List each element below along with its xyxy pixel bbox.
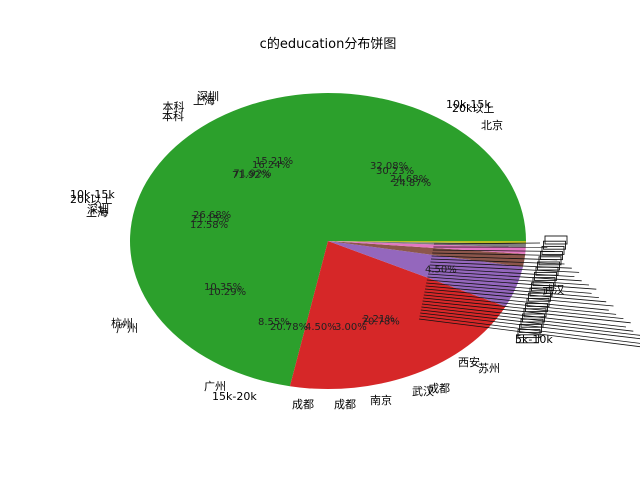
small-slice-label-fan <box>418 235 640 348</box>
overlap-label: 上海 <box>86 205 108 219</box>
overlap-percent: 3.00% <box>335 322 367 333</box>
overlap-label: 深圳 <box>197 90 219 103</box>
overlap-percent: 30.23% <box>376 166 414 177</box>
overlap-percent: 2.21% <box>363 314 395 325</box>
overlap-label: 20k以上 <box>70 193 112 206</box>
fan-line <box>423 294 617 315</box>
slice-percent: 71.92% <box>233 168 271 179</box>
overlap-label: 杭州 <box>111 316 133 330</box>
slice-percent: 20.78% <box>362 317 400 328</box>
pie-slice <box>328 241 526 244</box>
fan-glyph <box>535 266 559 276</box>
overlap-label: 15k-20k <box>212 390 257 403</box>
overlap-percent: 15.21% <box>255 156 293 167</box>
fan-line <box>424 288 614 307</box>
fan-line <box>432 249 555 252</box>
fan-line <box>425 285 607 303</box>
fan-line <box>423 297 624 319</box>
fan-glyph <box>537 261 560 271</box>
overlap-label: 南京 <box>370 393 392 407</box>
fan-glyph <box>525 303 548 313</box>
fan-glyph <box>516 334 539 344</box>
overlap-percent: 16.24% <box>252 160 290 171</box>
overlap-label: 武汉 <box>412 385 434 398</box>
fan-line <box>420 309 640 336</box>
fan-glyph <box>541 245 565 255</box>
fan-glyph <box>544 235 568 245</box>
overlap-label: 深圳 <box>87 203 109 216</box>
slice-label: 成都 <box>428 382 450 395</box>
overlap-label: 成都 <box>292 398 314 411</box>
fan-line <box>429 264 580 273</box>
fan-glyph <box>519 323 542 333</box>
fan-line <box>427 273 590 286</box>
fan-glyph <box>531 282 554 292</box>
pie-slices <box>130 93 526 389</box>
chart-title: c的education分布饼图 <box>260 36 397 52</box>
fan-glyph <box>529 287 553 297</box>
overlap-percent: 24.87% <box>393 178 431 189</box>
fan-line <box>424 291 609 311</box>
overlap-percent: 24.68% <box>390 174 428 185</box>
fan-glyph <box>528 292 551 302</box>
fan-line <box>426 279 592 294</box>
overlap-percent: 26.68% <box>193 210 231 221</box>
slice-label: 本科 <box>163 100 185 114</box>
overlap-label: 20k以上 <box>452 102 494 115</box>
overlap-label: 10k-15k <box>70 188 115 201</box>
fan-glyph <box>534 271 557 281</box>
overlap-percent: 10.35% <box>204 282 242 293</box>
overlap-percent: 8.55% <box>258 317 290 328</box>
fan-glyph <box>538 256 562 266</box>
fan-glyph <box>517 329 541 339</box>
overlap-percent: 10.29% <box>208 287 246 298</box>
fan-line <box>427 276 597 290</box>
overlap-percent: 4.50% <box>305 322 337 333</box>
fan-glyph <box>540 251 563 261</box>
overlap-label: 10k-15k <box>446 98 491 111</box>
overlap-percent: 20.78% <box>270 322 308 333</box>
overlap-percent: 71.92% <box>232 170 270 181</box>
overlap-percent: 12.58% <box>190 220 228 231</box>
fan-line <box>430 258 565 265</box>
overlap-label: 本科 <box>162 109 184 123</box>
fan-glyph <box>532 277 556 287</box>
overlap-percent: 21.15% <box>191 214 229 225</box>
slice-percent: 4.50% <box>425 265 457 276</box>
fan-glyph <box>526 297 550 307</box>
fan-line <box>426 282 599 298</box>
fan-glyph <box>522 313 545 323</box>
overlap-label: 北京 <box>481 118 503 132</box>
overlap-label: 西安 <box>458 355 480 369</box>
overlap-label: 上海 <box>193 93 215 107</box>
overlap-percent: 32.08% <box>370 161 408 172</box>
pie-slice <box>130 93 526 387</box>
fan-line <box>431 255 558 261</box>
fan-glyph <box>543 240 566 250</box>
pie-slice <box>289 241 506 389</box>
pie-slice <box>328 241 526 248</box>
overlap-label: 广州 <box>116 322 138 335</box>
overlap-label: 广州 <box>204 380 226 393</box>
fan-line <box>420 312 640 340</box>
fan-line <box>433 242 541 245</box>
fan-glyph <box>523 308 547 318</box>
overlap-label: 成都 <box>334 398 356 411</box>
overlap-label: 苏州 <box>478 362 500 375</box>
fan-line <box>418 318 640 348</box>
fan-glyph <box>520 318 544 328</box>
